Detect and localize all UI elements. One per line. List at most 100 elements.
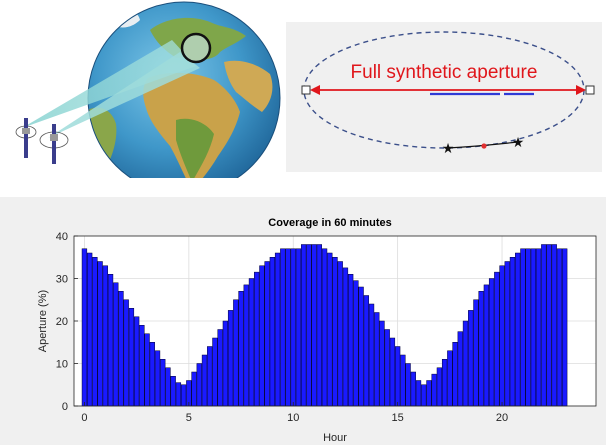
bar: [379, 320, 385, 407]
x-tick-label: 15: [392, 412, 404, 424]
bar: [264, 261, 270, 407]
bar: [243, 284, 249, 407]
bar: [170, 376, 176, 407]
bar: [128, 308, 135, 407]
bar: [452, 342, 458, 407]
bar: [118, 291, 124, 407]
bar: [447, 350, 453, 407]
bar: [389, 337, 396, 407]
bar: [233, 299, 239, 407]
bar: [301, 244, 307, 407]
bar: [175, 382, 182, 407]
bar: [363, 295, 369, 407]
bar: [285, 248, 291, 407]
globe-svg: [15, 1, 281, 178]
bar: [426, 380, 432, 407]
bar: [92, 257, 98, 407]
bar: [515, 252, 521, 407]
bar: [468, 310, 474, 407]
bar: [295, 248, 302, 407]
bar: [227, 310, 234, 407]
sensor-beams: [22, 40, 200, 138]
bar: [102, 265, 108, 407]
y-tick-label: 0: [62, 401, 68, 413]
bar: [353, 280, 359, 407]
bar: [462, 320, 469, 407]
x-tick-label: 10: [287, 412, 299, 424]
bar: [509, 257, 516, 407]
bar: [551, 244, 557, 407]
bar: [81, 248, 88, 407]
bar: [421, 384, 427, 407]
aperture-endpoint-left: [301, 85, 311, 95]
aperture-arrow: [310, 85, 586, 95]
bar: [358, 286, 364, 407]
bar: [222, 320, 229, 407]
bar: [483, 284, 490, 407]
satellite-position-marker: [481, 143, 487, 149]
synthetic-aperture-diagram: Full synthetic aperture ★ ★: [286, 22, 602, 172]
bar: [248, 278, 255, 407]
coverage-chart: Coverage in 60 minutes 0 10 20 30 40 0 5 10 15 2…: [0, 197, 606, 445]
bar: [180, 384, 187, 407]
bar: [87, 252, 93, 407]
bar: [290, 248, 296, 407]
chart-title: Coverage in 60 minutes: [268, 217, 392, 229]
bar: [327, 252, 333, 407]
bar: [201, 354, 208, 407]
coverage-chart-svg: Coverage in 60 minutes 0 10 20 30 40 0 5 10 15 2…: [37, 217, 597, 444]
bar: [207, 346, 213, 407]
bar: [238, 291, 244, 407]
bar: [562, 248, 568, 407]
bar: [342, 267, 349, 407]
bar: [144, 333, 150, 407]
satellite-star-icon: ★: [442, 140, 455, 156]
bar: [530, 248, 537, 407]
bar: [123, 299, 129, 407]
satellite-star-icon: ★: [512, 134, 525, 150]
y-tick-label: 10: [56, 359, 68, 371]
bar: [165, 367, 171, 407]
aperture-diagram-svg: Full synthetic aperture ★ ★: [301, 31, 595, 156]
bar: [113, 282, 119, 407]
aperture-label: Full synthetic aperture: [351, 62, 538, 83]
bar: [535, 248, 542, 407]
bar: [546, 244, 552, 407]
bar: [415, 380, 422, 407]
bar: [394, 346, 401, 407]
satellite-right-icon: [39, 124, 69, 164]
globe-illustration: [0, 0, 290, 178]
bar: [316, 244, 322, 407]
bar: [133, 316, 140, 407]
bar: [139, 325, 145, 407]
bar: [525, 248, 531, 407]
bar: [494, 271, 500, 407]
bar: [504, 261, 510, 407]
y-tick-label: 30: [56, 274, 68, 286]
coverage-footprint: [180, 32, 212, 64]
bar: [499, 265, 505, 407]
bar: [311, 244, 317, 407]
bar: [191, 371, 197, 407]
bar-series: [81, 244, 568, 407]
satellite-left-icon: [15, 118, 37, 158]
bar: [520, 248, 526, 407]
bar: [541, 244, 547, 407]
bar: [348, 274, 354, 407]
bar: [431, 373, 437, 407]
y-axis-ticks: 0 10 20 30 40: [56, 231, 78, 413]
bar: [400, 354, 406, 407]
bar: [212, 337, 218, 407]
bar: [374, 312, 380, 407]
x-tick-label: 20: [496, 412, 508, 424]
x-axis-label: Hour: [323, 432, 347, 444]
bar: [556, 248, 563, 407]
x-tick-label: 5: [186, 412, 192, 424]
bar: [149, 342, 155, 407]
bar: [160, 359, 166, 407]
bar: [473, 299, 479, 407]
x-tick-label: 0: [81, 412, 87, 424]
bar: [337, 261, 343, 407]
bar: [410, 371, 416, 407]
bar: [154, 350, 161, 407]
